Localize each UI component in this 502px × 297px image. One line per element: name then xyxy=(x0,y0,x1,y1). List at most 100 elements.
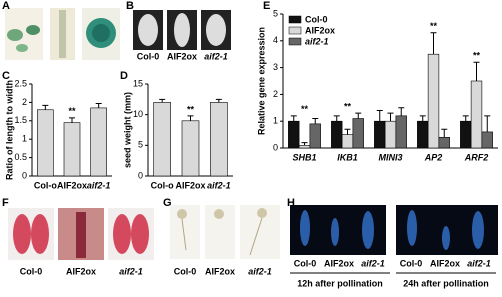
legend-swatch xyxy=(288,37,302,46)
caption: Col-0 xyxy=(400,258,423,268)
legend-label: AIF2ox xyxy=(305,25,335,35)
caption: AIF2ox xyxy=(66,266,96,276)
y-tick-label: 4 xyxy=(273,35,278,45)
error-bar xyxy=(159,98,166,103)
error-bar xyxy=(430,32,437,55)
error-bar xyxy=(290,115,297,122)
panel-h-images xyxy=(290,205,498,255)
x-tick-label: AIF2ox xyxy=(175,180,205,190)
x-tick-label: SHB1 xyxy=(292,152,316,162)
error-bar xyxy=(187,115,194,121)
bar xyxy=(341,134,354,149)
caption: aif2-1 xyxy=(119,266,143,276)
panel-b-images xyxy=(133,10,231,50)
caption: AIF2ox xyxy=(167,51,197,61)
bar xyxy=(309,123,321,149)
caption: Col-0 xyxy=(294,258,317,268)
caption: aif2-1 xyxy=(248,266,272,276)
y-tick-label: 1 xyxy=(273,116,278,126)
caption: Col-0 xyxy=(20,266,43,276)
significance: ** xyxy=(344,102,352,112)
caption: Col-0 xyxy=(137,51,160,61)
bar xyxy=(460,120,472,149)
x-tick-label: MINI3 xyxy=(378,152,402,162)
panel-label: H xyxy=(287,197,295,209)
error-bar xyxy=(312,118,319,124)
error-bar xyxy=(301,142,308,146)
bar xyxy=(90,107,107,177)
y-tick-label: 5 xyxy=(273,8,278,18)
panel-label: E xyxy=(263,0,270,12)
caption: AIF2ox xyxy=(324,258,354,268)
panel-label: A xyxy=(2,0,10,12)
error-bar xyxy=(333,115,340,122)
error-bar xyxy=(344,128,351,135)
y-axis-label: Ratio of length to width xyxy=(4,80,14,180)
error-bar xyxy=(462,115,469,122)
legend-label: aif2-1 xyxy=(305,36,329,46)
error-bar xyxy=(376,109,383,122)
bar xyxy=(427,53,440,149)
y-tick-label: 2.5 xyxy=(14,78,27,88)
legend-label: Col-0 xyxy=(305,14,328,24)
error-bar xyxy=(69,117,75,123)
error-bar xyxy=(484,115,491,132)
y-tick-label: 10 xyxy=(133,109,143,119)
bar xyxy=(331,120,343,149)
caption: Col-0 xyxy=(174,266,197,276)
bar xyxy=(288,120,300,149)
caption: AIF2ox xyxy=(205,266,235,276)
x-tick-label: AIF2ox xyxy=(57,180,87,190)
error-bar xyxy=(387,112,394,122)
bar xyxy=(470,80,483,149)
bar xyxy=(417,120,429,149)
x-tick-label: Col-o xyxy=(151,180,174,190)
significance: ** xyxy=(301,104,309,114)
y-axis-label: Relative gene expression xyxy=(256,27,266,135)
error-bar xyxy=(419,115,426,122)
significance: ** xyxy=(68,106,76,116)
y-tick-label: 0 xyxy=(22,170,27,180)
x-tick-label: Col-o xyxy=(34,180,57,190)
panel-f-images xyxy=(8,208,154,260)
legend-swatch xyxy=(288,15,302,24)
panel-label: B xyxy=(126,0,134,12)
bar xyxy=(438,136,450,149)
panel-label: G xyxy=(163,197,172,209)
bar xyxy=(153,102,171,177)
caption: aif2-1 xyxy=(467,258,491,268)
bar xyxy=(210,102,228,177)
y-tick-label: 1.5 xyxy=(14,115,27,125)
bar xyxy=(37,109,54,177)
error-bar xyxy=(42,104,49,110)
y-tick-label: 1 xyxy=(22,134,27,144)
x-tick-label: aif2-1 xyxy=(207,180,231,190)
panel-label: F xyxy=(2,197,9,209)
x-tick-label: AP2 xyxy=(424,152,443,162)
error-bar xyxy=(398,107,405,116)
y-tick-label: 2 xyxy=(273,89,278,99)
x-tick-label: aif2-1 xyxy=(87,180,111,190)
error-bar xyxy=(441,128,448,138)
bar xyxy=(395,115,407,149)
y-tick-label: 5 xyxy=(138,140,143,150)
legend-swatch xyxy=(288,26,302,35)
caption-note: 12h after pollination xyxy=(297,278,383,288)
error-bar xyxy=(215,98,222,103)
panel-a-images xyxy=(5,8,120,60)
x-tick-label: ARF2 xyxy=(464,152,489,162)
bar xyxy=(352,118,364,149)
error-bar xyxy=(473,61,480,81)
significance: ** xyxy=(430,21,438,31)
y-tick-label: 3 xyxy=(273,62,278,72)
bar xyxy=(298,145,311,149)
caption: aif2-1 xyxy=(204,51,228,61)
bar xyxy=(63,122,81,177)
y-tick-label: 0 xyxy=(273,142,278,152)
error-bar xyxy=(355,112,362,119)
bar xyxy=(181,120,200,177)
y-tick-label: 0 xyxy=(138,170,143,180)
panel-label: D xyxy=(120,70,128,82)
caption: aif2-1 xyxy=(361,258,385,268)
